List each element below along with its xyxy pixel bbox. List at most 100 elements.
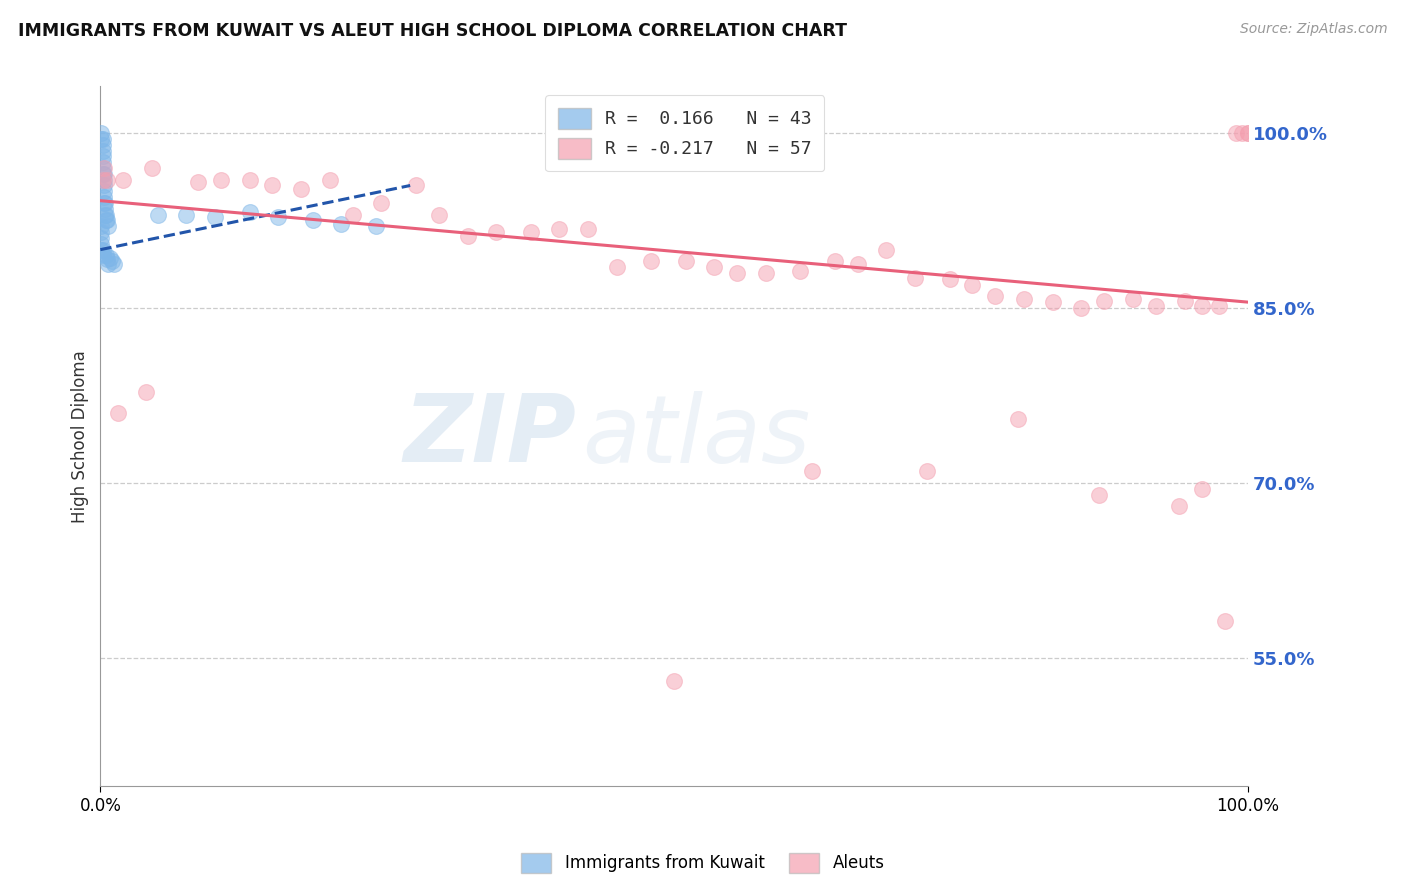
- Point: [90, 219, 112, 234]
- Point: [800, 464, 823, 478]
- Point: [1122, 292, 1144, 306]
- Point: [103, 257, 125, 271]
- Point: [141, 161, 163, 175]
- Point: [107, 406, 129, 420]
- Point: [330, 217, 353, 231]
- Point: [94, 196, 117, 211]
- Text: ZIP: ZIP: [404, 391, 576, 483]
- Point: [846, 257, 869, 271]
- Point: [1230, 126, 1253, 140]
- Y-axis label: High School Diploma: High School Diploma: [72, 350, 89, 523]
- Point: [301, 213, 323, 227]
- Point: [91, 132, 114, 146]
- Point: [93, 184, 115, 198]
- Point: [606, 260, 628, 274]
- Point: [1144, 299, 1167, 313]
- Point: [91, 149, 114, 163]
- Point: [1168, 500, 1191, 514]
- Point: [1042, 295, 1064, 310]
- Point: [91, 248, 114, 262]
- Point: [1087, 487, 1109, 501]
- Text: IMMIGRANTS FROM KUWAIT VS ALEUT HIGH SCHOOL DIPLOMA CORRELATION CHART: IMMIGRANTS FROM KUWAIT VS ALEUT HIGH SCH…: [18, 22, 848, 40]
- Point: [405, 178, 427, 193]
- Point: [703, 260, 725, 274]
- Text: atlas: atlas: [582, 391, 810, 482]
- Point: [548, 221, 571, 235]
- Point: [290, 182, 312, 196]
- Point: [370, 196, 392, 211]
- Point: [91, 144, 114, 158]
- Point: [1007, 411, 1029, 425]
- Legend: Immigrants from Kuwait, Aleuts: Immigrants from Kuwait, Aleuts: [515, 847, 891, 880]
- Point: [90, 236, 112, 251]
- Point: [457, 228, 479, 243]
- Point: [576, 221, 599, 235]
- Point: [904, 270, 927, 285]
- Point: [962, 277, 984, 292]
- Point: [90, 243, 112, 257]
- Point: [319, 172, 342, 186]
- Point: [675, 254, 697, 268]
- Point: [90, 225, 112, 239]
- Point: [93, 190, 115, 204]
- Point: [267, 210, 290, 224]
- Point: [824, 254, 846, 268]
- Point: [427, 208, 450, 222]
- Point: [1208, 299, 1230, 313]
- Point: [91, 161, 114, 175]
- Point: [90, 132, 112, 146]
- Point: [364, 219, 387, 234]
- Point: [97, 219, 120, 234]
- Point: [342, 208, 364, 222]
- Point: [176, 208, 198, 222]
- Point: [1094, 293, 1116, 308]
- Point: [875, 243, 897, 257]
- Point: [90, 231, 112, 245]
- Point: [91, 243, 114, 257]
- Point: [94, 248, 117, 262]
- Point: [1191, 482, 1213, 496]
- Point: [135, 384, 157, 399]
- Point: [1174, 293, 1197, 308]
- Point: [91, 172, 114, 186]
- Point: [485, 225, 508, 239]
- Point: [640, 254, 662, 268]
- Point: [262, 178, 284, 193]
- Point: [938, 272, 960, 286]
- Point: [94, 213, 117, 227]
- Point: [1225, 126, 1247, 140]
- Point: [91, 137, 114, 152]
- Point: [93, 161, 115, 175]
- Legend: R =  0.166   N = 43, R = -0.217   N = 57: R = 0.166 N = 43, R = -0.217 N = 57: [546, 95, 824, 171]
- Point: [101, 254, 124, 268]
- Point: [94, 208, 117, 222]
- Point: [1213, 614, 1236, 628]
- Point: [93, 196, 115, 211]
- Point: [519, 225, 541, 239]
- Point: [93, 178, 115, 193]
- Point: [96, 252, 118, 266]
- Point: [187, 175, 209, 189]
- Point: [91, 155, 114, 169]
- Point: [725, 266, 748, 280]
- Point: [97, 257, 120, 271]
- Point: [91, 167, 114, 181]
- Point: [94, 202, 117, 216]
- Point: [204, 210, 226, 224]
- Point: [112, 172, 135, 186]
- Point: [915, 464, 938, 478]
- Point: [93, 167, 115, 181]
- Point: [662, 674, 685, 689]
- Point: [93, 172, 115, 186]
- Point: [238, 172, 260, 186]
- Point: [209, 172, 232, 186]
- Point: [1012, 292, 1035, 306]
- Point: [94, 208, 117, 222]
- Point: [90, 126, 112, 140]
- Point: [238, 205, 260, 219]
- Point: [1191, 299, 1213, 313]
- Point: [755, 266, 778, 280]
- Point: [1237, 126, 1260, 140]
- Point: [1070, 301, 1092, 315]
- Text: Source: ZipAtlas.com: Source: ZipAtlas.com: [1240, 22, 1388, 37]
